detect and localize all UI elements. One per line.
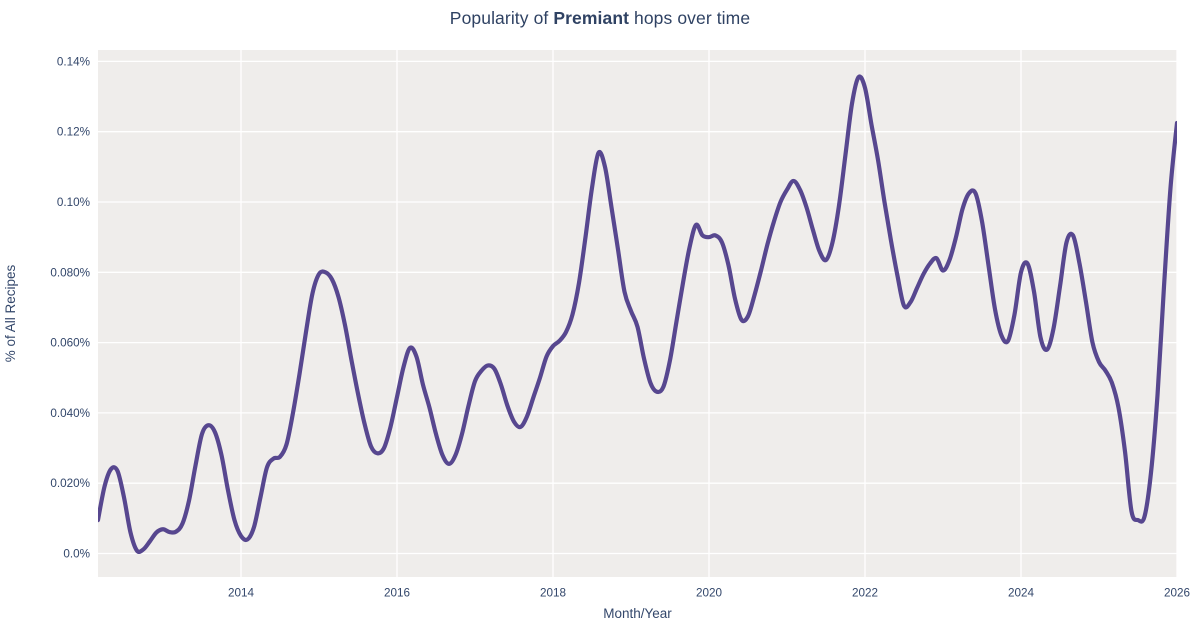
x-tick-label-2018: 2018: [540, 587, 566, 600]
x-tick-label-2022: 2022: [852, 587, 878, 600]
y-tick-label-0.060%: 0.060%: [50, 337, 90, 350]
y-tick-label-0.10%: 0.10%: [57, 196, 90, 209]
x-tick-label-2020: 2020: [696, 587, 723, 600]
chart-title-suffix: hops over time: [629, 8, 751, 28]
y-tick-label-0.0%: 0.0%: [63, 547, 90, 560]
x-axis-title: Month/Year: [603, 606, 672, 621]
y-tick-label-0.020%: 0.020%: [50, 477, 90, 490]
x-tick-label-2026: 2026: [1164, 587, 1190, 600]
series-line-premiant: [98, 74, 1177, 554]
y-tick-label-0.14%: 0.14%: [57, 55, 90, 68]
chart-title-prefix: Popularity of: [449, 8, 554, 28]
y-tick-label-0.080%: 0.080%: [50, 266, 90, 279]
y-tick-label-0.12%: 0.12%: [57, 126, 90, 139]
y-axis-title: % of All Recipes: [3, 264, 18, 362]
chart-title: Popularity of Premiant hops over time: [0, 8, 1200, 29]
x-tick-label-2024: 2024: [1008, 587, 1035, 600]
chart-title-hop-name: Premiant: [553, 8, 630, 28]
y-tick-label-0.040%: 0.040%: [50, 407, 90, 420]
x-tick-label-2014: 2014: [228, 587, 255, 600]
x-tick-label-2016: 2016: [384, 587, 410, 600]
